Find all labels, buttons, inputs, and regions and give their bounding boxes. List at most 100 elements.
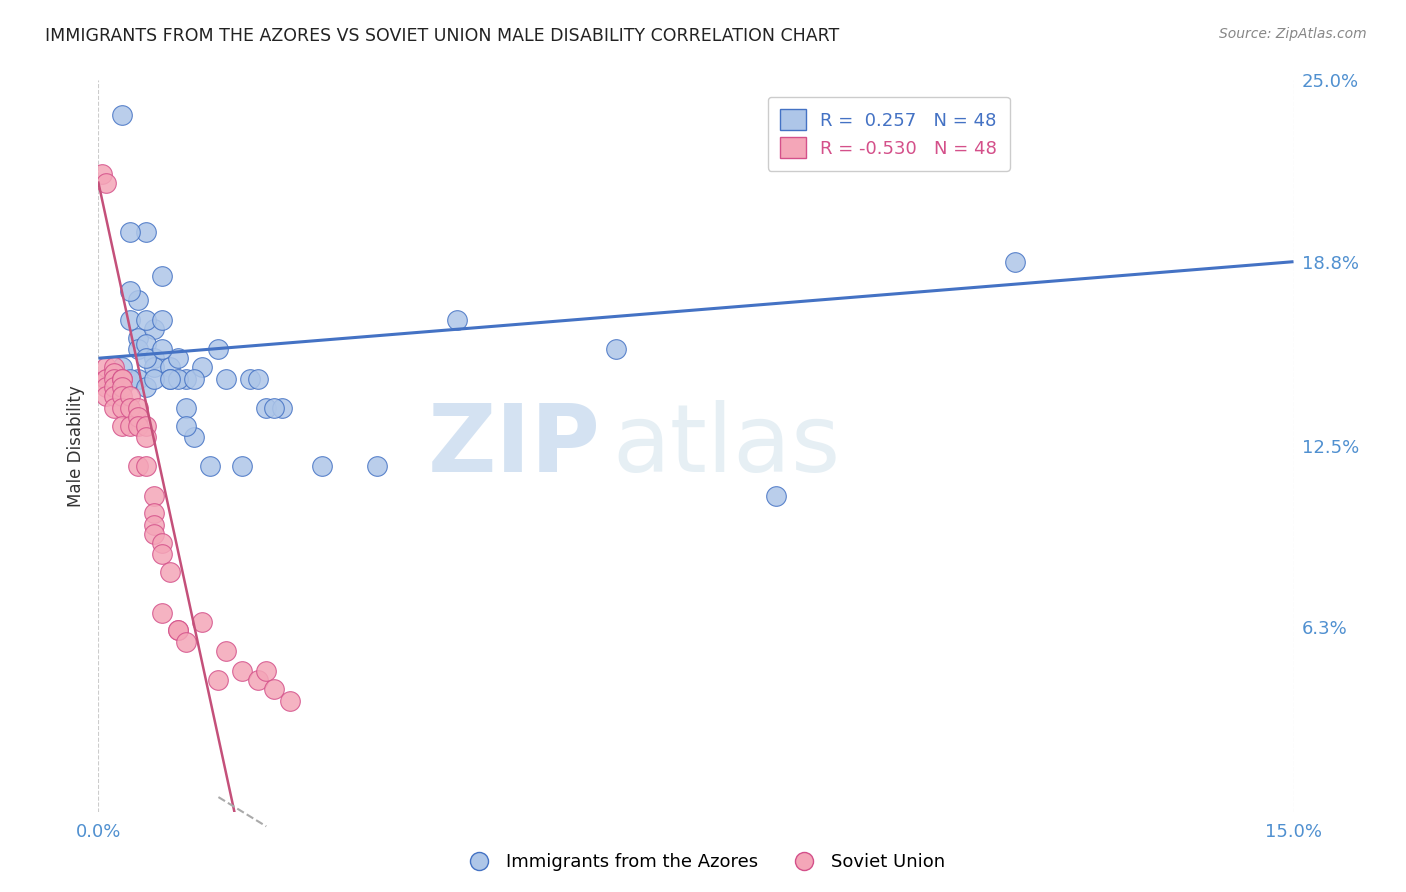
Point: [111, 108, 134, 122]
Point: [207, 343, 229, 357]
Point: [96, 372, 118, 386]
Point: [135, 430, 157, 444]
Point: [150, 313, 173, 327]
Point: [135, 351, 157, 366]
Text: IMMIGRANTS FROM THE AZORES VS SOVIET UNION MALE DISABILITY CORRELATION CHART: IMMIGRANTS FROM THE AZORES VS SOVIET UNI…: [45, 27, 839, 45]
Point: [111, 372, 134, 386]
Point: [143, 351, 166, 366]
Point: [135, 380, 157, 394]
Point: [143, 489, 166, 503]
Point: [143, 359, 166, 374]
Point: [135, 459, 157, 474]
Point: [167, 372, 190, 386]
Point: [120, 226, 142, 240]
Point: [159, 565, 181, 579]
Point: [159, 372, 181, 386]
Point: [111, 401, 134, 415]
Point: [96, 389, 118, 403]
Point: [605, 343, 627, 357]
Point: [215, 644, 238, 658]
Point: [127, 343, 149, 357]
Point: [120, 284, 142, 298]
Point: [366, 459, 388, 474]
Point: [263, 401, 285, 415]
Point: [103, 380, 125, 394]
Point: [135, 313, 157, 327]
Point: [254, 401, 277, 415]
Point: [143, 526, 166, 541]
Point: [111, 389, 134, 403]
Point: [174, 418, 197, 433]
Point: [120, 313, 142, 327]
Point: [127, 409, 149, 424]
Point: [150, 269, 173, 284]
Point: [91, 167, 114, 181]
Point: [103, 389, 125, 403]
Point: [143, 322, 166, 336]
Point: [263, 681, 285, 696]
Point: [231, 459, 253, 474]
Point: [254, 665, 277, 679]
Point: [127, 331, 149, 345]
Point: [174, 401, 197, 415]
Point: [103, 401, 125, 415]
Point: [150, 343, 173, 357]
Point: [311, 459, 333, 474]
Point: [150, 547, 173, 561]
Legend: R =  0.257   N = 48, R = -0.530   N = 48: R = 0.257 N = 48, R = -0.530 N = 48: [768, 96, 1010, 171]
Point: [111, 359, 134, 374]
Legend: Immigrants from the Azores, Soviet Union: Immigrants from the Azores, Soviet Union: [454, 847, 952, 879]
Point: [150, 606, 173, 620]
Point: [103, 366, 125, 380]
Point: [96, 176, 118, 190]
Point: [198, 459, 221, 474]
Point: [159, 359, 181, 374]
Point: [135, 336, 157, 351]
Point: [127, 372, 149, 386]
Point: [1004, 254, 1026, 268]
Point: [96, 372, 118, 386]
Point: [207, 673, 229, 687]
Point: [111, 372, 134, 386]
Point: [231, 665, 253, 679]
Point: [135, 226, 157, 240]
Point: [167, 624, 190, 638]
Point: [96, 380, 118, 394]
Point: [111, 418, 134, 433]
Point: [120, 418, 142, 433]
Point: [174, 635, 197, 649]
Point: [765, 489, 787, 503]
Point: [96, 359, 118, 374]
Point: [167, 624, 190, 638]
Text: ZIP: ZIP: [427, 400, 600, 492]
Point: [183, 372, 205, 386]
Point: [278, 693, 301, 707]
Point: [183, 430, 205, 444]
Point: [120, 401, 142, 415]
Point: [127, 293, 149, 307]
Point: [143, 506, 166, 520]
Point: [120, 372, 142, 386]
Point: [239, 372, 262, 386]
Point: [150, 535, 173, 549]
Point: [246, 673, 269, 687]
Point: [270, 401, 292, 415]
Point: [215, 372, 238, 386]
Point: [103, 359, 125, 374]
Point: [127, 418, 149, 433]
Point: [127, 401, 149, 415]
Point: [174, 372, 197, 386]
Point: [103, 372, 125, 386]
Point: [120, 389, 142, 403]
Point: [246, 372, 269, 386]
Point: [167, 351, 190, 366]
Point: [191, 359, 214, 374]
Point: [143, 372, 166, 386]
Point: [127, 459, 149, 474]
Point: [135, 418, 157, 433]
Point: [111, 380, 134, 394]
Point: [191, 615, 214, 629]
Point: [143, 518, 166, 533]
Y-axis label: Male Disability: Male Disability: [66, 385, 84, 507]
Text: atlas: atlas: [613, 400, 841, 492]
